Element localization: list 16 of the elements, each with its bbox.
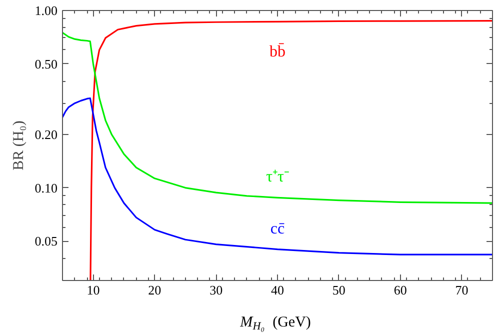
x-tick-label: 10 [86,282,100,298]
y-tick-label: 0.05 [34,234,58,249]
y-tick-label: 0.20 [34,126,58,142]
x-tick-label: 30 [210,282,223,298]
y-tick-label: 0.10 [34,180,58,196]
series-label: cc̄ [270,220,285,238]
x-tick-label: 60 [394,282,407,298]
y-tick-label: 0.50 [34,56,58,72]
x-tick-label: 70 [455,282,468,298]
series-label: τ⁺τ⁻ [266,168,289,186]
y-tick-label: 1.00 [34,3,58,18]
y-axis-title: BR (H₀) [10,120,27,170]
x-tick-label: 50 [332,282,346,298]
series-label: bb̄ [270,43,286,61]
x-tick-label: 40 [271,282,284,298]
x-tick-label: 20 [148,282,162,298]
